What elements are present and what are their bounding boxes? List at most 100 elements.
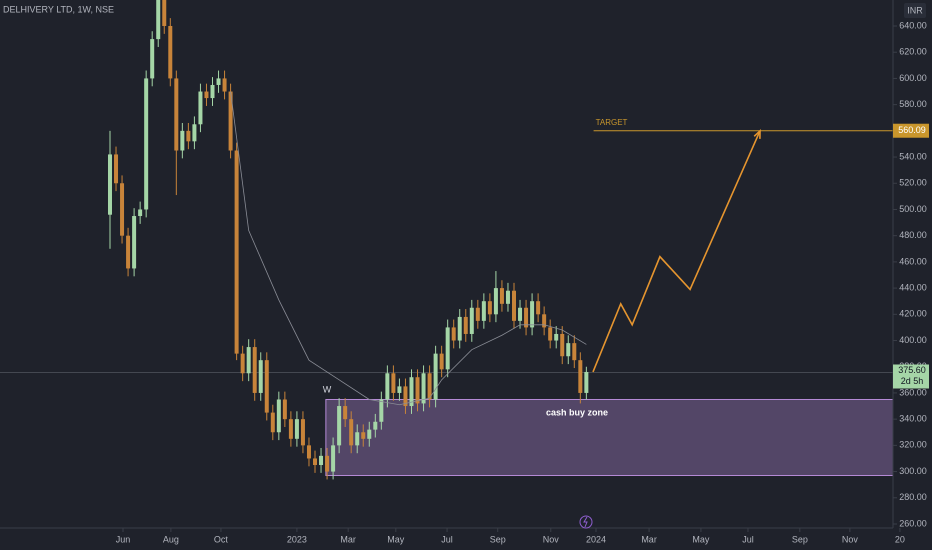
y-tick-label: 400.00 [899,335,927,345]
candle-body [138,209,143,217]
candle-body [518,307,523,321]
last-price-label: 375.60 [898,365,926,375]
candle-body [451,327,456,341]
y-tick-label: 640.00 [899,20,927,30]
x-tick-label: 20 [895,534,905,544]
candle-body [349,419,354,446]
candle-body [548,327,553,341]
candle-body [542,314,547,328]
candle-body [415,377,420,404]
x-tick-label: May [692,534,710,544]
candle-body [313,458,318,466]
candle-body [120,183,125,236]
target-label: TARGET [596,118,628,127]
y-tick-label: 620.00 [899,47,927,57]
x-tick-label: Nov [842,534,859,544]
candle-body [210,84,215,99]
candle-body [584,371,589,393]
x-tick-label: Jun [116,534,131,544]
candle-body [107,154,112,215]
currency-box [904,3,926,18]
x-tick-label: Jul [441,534,453,544]
candle-body [300,419,305,446]
candle-body [294,419,299,439]
candle-body [536,301,541,315]
candle-body [319,455,324,466]
candle-body [560,333,565,357]
candle-body [475,307,480,321]
candle-body [306,445,311,459]
candle-body [174,78,179,151]
candle-body [554,333,559,341]
candle-body [403,386,408,407]
last-price-box [893,364,929,389]
x-tick-label: Oct [214,534,229,544]
candle-body [264,360,269,413]
candle-body [252,347,257,393]
x-tick-label: Nov [543,534,560,544]
plot-area [0,0,893,480]
candle-body [566,343,571,357]
x-tick-label: May [387,534,405,544]
candle-body [481,301,486,321]
candle-body [204,91,209,99]
candle-body [379,399,384,422]
candle-body [150,39,155,79]
candle-body [385,373,390,400]
candle-body [222,78,227,92]
candle-body [126,235,131,269]
y-tick-label: 480.00 [899,230,927,240]
candle-body [282,399,287,420]
y-tick-label: 500.00 [899,204,927,214]
candle-body [505,290,510,304]
candle-body [463,316,468,334]
candle-body [421,373,426,404]
y-tick-label: 520.00 [899,178,927,188]
marker-label: W [323,384,332,394]
candle-body [192,124,197,142]
candle-body [499,288,504,304]
buy-zone [325,398,893,477]
candle-body [180,130,185,151]
x-tick-label: Mar [641,534,657,544]
buy-zone-label: cash buy zone [546,407,608,417]
moving-average [230,91,587,406]
candle-body [433,353,438,400]
y-tick-label: 300.00 [899,466,927,476]
y-tick-label: 460.00 [899,256,927,266]
y-tick-label: 340.00 [899,414,927,424]
event-icon-bolt [583,516,588,528]
candle-body [487,301,492,315]
projection-path [592,130,761,373]
candle-body [457,316,462,341]
y-tick-label: 540.00 [899,151,927,161]
candle-body [325,455,330,472]
y-tick-label: 320.00 [899,440,927,450]
candle-body [427,373,432,400]
target-price-box [893,123,929,138]
y-tick-label: 360.00 [899,387,927,397]
y-tick-label: 440.00 [899,282,927,292]
candle-body [343,406,348,420]
event-icon[interactable] [579,515,593,529]
candle-body [572,343,577,361]
candle-body [355,432,360,446]
candle-body [331,445,336,472]
candle-body [397,386,402,393]
x-tick-label: Sep [792,534,808,544]
y-tick-label: 600.00 [899,73,927,83]
countdown-label: 2d 5h [901,376,924,386]
candle-body [469,307,474,334]
x-tick-label: Aug [163,534,179,544]
candle-body [361,432,366,439]
y-tick-label: 420.00 [899,309,927,319]
projection-arrowhead [753,128,761,139]
y-tick-label: 280.00 [899,492,927,502]
candle-body [186,130,191,142]
candle-body [132,216,137,269]
candle-body [258,360,263,393]
candle-body [288,419,293,439]
x-tick-label: Sep [490,534,506,544]
